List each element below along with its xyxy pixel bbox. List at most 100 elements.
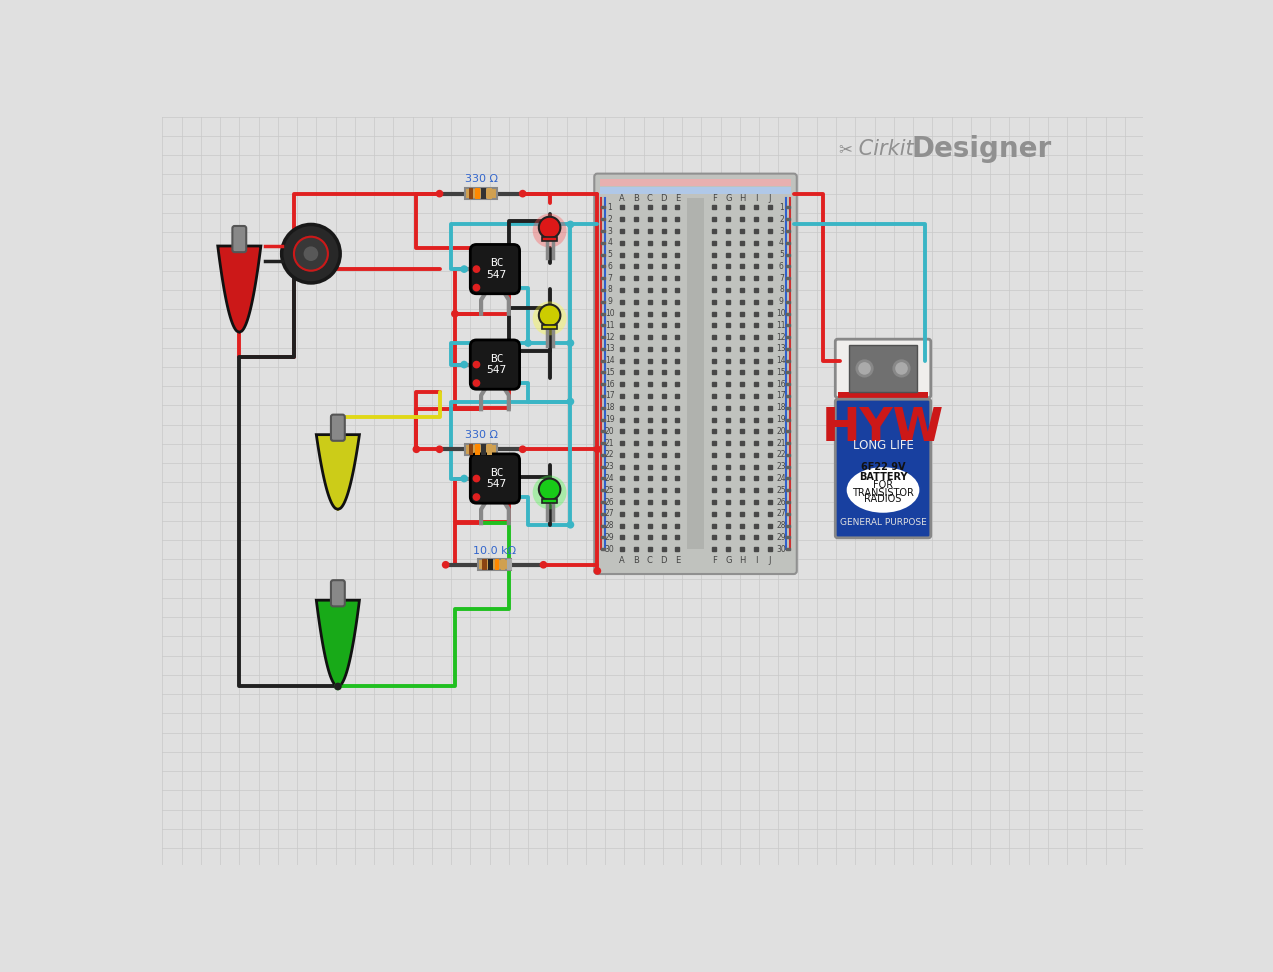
Text: Designer: Designer [911,135,1051,163]
Text: G: G [726,556,732,565]
Circle shape [435,190,443,197]
Circle shape [566,398,574,405]
Circle shape [593,567,601,574]
Text: 16: 16 [777,380,787,389]
Bar [481,444,486,455]
Text: 13: 13 [777,344,787,354]
Circle shape [540,561,547,569]
Bar [507,560,512,571]
Circle shape [334,682,341,690]
Circle shape [532,475,566,509]
Bar [542,325,558,330]
Text: 26: 26 [605,498,615,506]
Circle shape [593,445,601,453]
Text: D: D [661,556,667,565]
Text: BC
547: BC 547 [486,354,507,375]
Circle shape [472,265,480,273]
Circle shape [281,225,340,283]
Bar [542,499,558,503]
Text: 17: 17 [605,392,615,400]
Text: 9: 9 [607,297,612,306]
Text: 14: 14 [777,356,787,365]
Ellipse shape [847,468,919,513]
Bar [849,345,917,392]
Circle shape [472,361,480,368]
Text: 12: 12 [605,332,615,341]
Text: FOR: FOR [873,479,894,490]
Text: 8: 8 [779,286,784,295]
Circle shape [472,284,480,292]
Circle shape [461,474,468,482]
Text: F: F [712,193,717,203]
Circle shape [334,682,341,690]
Text: TRANSISTOR: TRANSISTOR [852,488,914,498]
Circle shape [538,217,560,238]
Text: J: J [769,193,771,203]
Text: GENERAL PURPOSE: GENERAL PURPOSE [840,518,927,527]
Bar [600,179,792,186]
Circle shape [461,265,468,273]
Circle shape [532,214,566,248]
Circle shape [538,478,560,501]
Circle shape [566,521,574,529]
Bar [475,444,480,455]
Circle shape [538,304,560,326]
Text: HYW: HYW [822,406,945,451]
Text: 4: 4 [607,238,612,247]
Text: B: B [633,193,639,203]
Circle shape [472,474,480,482]
Text: 24: 24 [605,474,615,483]
FancyBboxPatch shape [470,245,519,294]
FancyBboxPatch shape [470,340,519,389]
Text: 25: 25 [777,486,787,495]
Text: 15: 15 [777,368,787,377]
Text: 29: 29 [777,533,787,541]
Text: 15: 15 [605,368,615,377]
Text: 11: 11 [777,321,787,330]
Text: B: B [633,556,639,565]
Text: C: C [647,556,653,565]
Circle shape [472,493,480,501]
Text: 5: 5 [779,250,784,260]
Bar [465,444,498,455]
Text: 27: 27 [777,509,787,518]
Text: 21: 21 [605,438,615,448]
Text: I: I [755,556,757,565]
Text: 30: 30 [605,544,615,554]
Text: 4: 4 [779,238,784,247]
Text: 20: 20 [605,427,615,435]
Text: 17: 17 [777,392,787,400]
Text: 10.0 kΩ: 10.0 kΩ [474,545,516,556]
Text: 5: 5 [607,250,612,260]
Text: I: I [755,193,757,203]
Polygon shape [316,434,359,509]
Text: 23: 23 [777,462,787,471]
Text: 2: 2 [779,215,784,224]
Circle shape [451,310,458,318]
Text: 16: 16 [605,380,615,389]
Text: 11: 11 [605,321,615,330]
Bar [468,444,474,455]
Circle shape [472,379,480,387]
Bar [838,393,928,403]
Text: 6: 6 [779,261,784,271]
Circle shape [524,339,532,347]
Text: 19: 19 [605,415,615,424]
Bar [468,189,474,199]
Text: 10: 10 [605,309,615,318]
Circle shape [461,361,468,368]
Text: A: A [619,556,625,565]
Circle shape [519,445,527,453]
Circle shape [566,339,574,347]
Text: 6F22 9V: 6F22 9V [861,463,905,472]
Text: A: A [619,193,625,203]
Text: 13: 13 [605,344,615,354]
Bar [495,560,499,571]
Text: 9: 9 [779,297,784,306]
Text: 14: 14 [605,356,615,365]
Text: G: G [726,193,732,203]
Text: 28: 28 [605,521,615,530]
Text: 3: 3 [779,226,784,235]
Bar [686,198,704,549]
FancyBboxPatch shape [594,174,797,574]
